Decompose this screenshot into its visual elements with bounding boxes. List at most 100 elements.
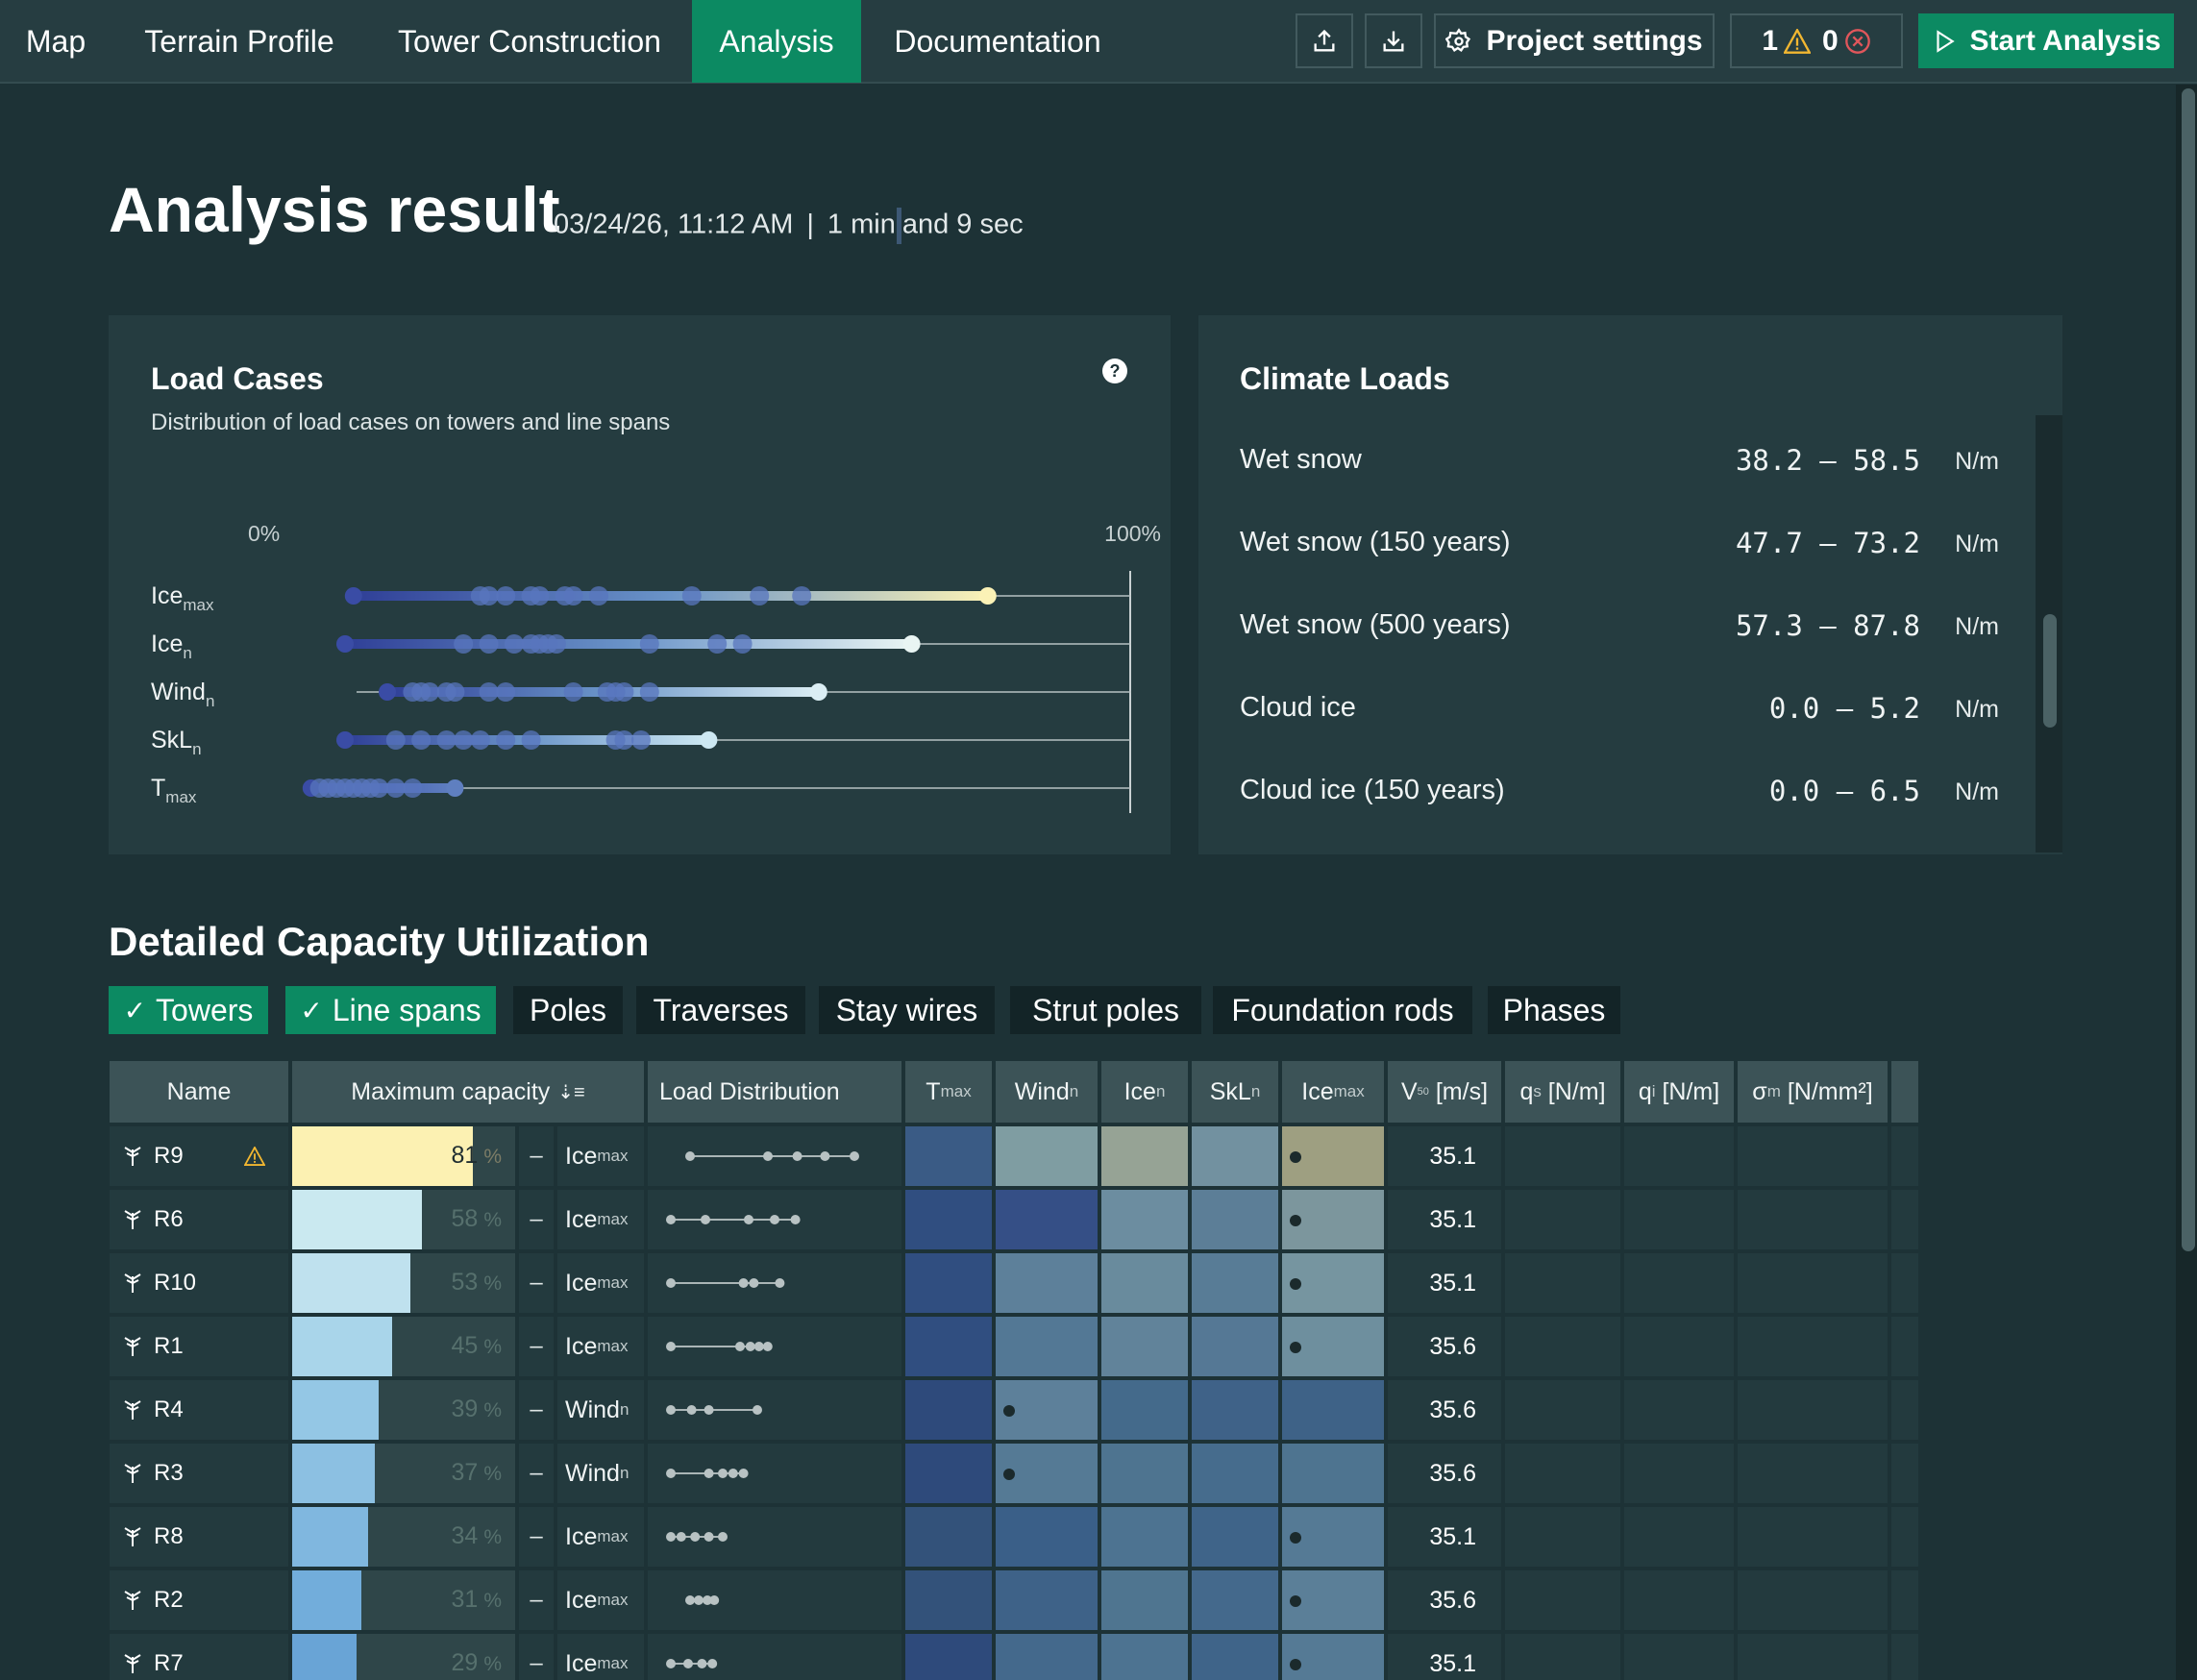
- name-cell[interactable]: R6: [110, 1190, 288, 1249]
- heat-cell-ice[interactable]: [1101, 1507, 1188, 1567]
- start-analysis-button[interactable]: Start Analysis: [1918, 13, 2174, 68]
- heat-cell-ice[interactable]: [1101, 1126, 1188, 1186]
- sort-descending-icon[interactable]: ⇣≡: [557, 1081, 585, 1103]
- series-point[interactable]: [344, 587, 362, 605]
- heat-cell-ice[interactable]: [1101, 1317, 1188, 1376]
- heat-cell-wind[interactable]: [996, 1317, 1098, 1376]
- load-distribution-cell[interactable]: [648, 1444, 901, 1503]
- heat-cell-icemax[interactable]: [1282, 1380, 1384, 1440]
- heat-cell-ice[interactable]: [1101, 1190, 1188, 1249]
- issues-indicator[interactable]: 1 0: [1730, 13, 1903, 68]
- table-row[interactable]: R10 53% – Ice max 35.1: [110, 1253, 1918, 1317]
- name-cell[interactable]: R2: [110, 1570, 288, 1630]
- series-point[interactable]: [403, 778, 423, 798]
- series-point[interactable]: [454, 730, 474, 750]
- heat-cell-wind[interactable]: [996, 1507, 1098, 1567]
- heat-cell-tmax[interactable]: [905, 1634, 992, 1680]
- filter-poles[interactable]: Poles: [513, 986, 623, 1034]
- heat-cell-skl[interactable]: [1192, 1190, 1278, 1249]
- series-point[interactable]: [411, 730, 432, 750]
- heat-cell-skl[interactable]: [1192, 1570, 1278, 1630]
- tab-documentation[interactable]: Documentation: [861, 0, 1134, 83]
- series-point[interactable]: [369, 778, 389, 798]
- series-point[interactable]: [530, 586, 550, 605]
- download-button[interactable]: [1365, 13, 1422, 68]
- series-point[interactable]: [792, 586, 812, 605]
- series-point[interactable]: [496, 586, 516, 605]
- name-cell[interactable]: R3: [110, 1444, 288, 1503]
- heat-cell-icemax[interactable]: [1282, 1190, 1384, 1249]
- series-point[interactable]: [639, 682, 659, 702]
- heat-cell-skl[interactable]: [1192, 1380, 1278, 1440]
- capacity-cell[interactable]: 39%: [292, 1380, 515, 1440]
- heat-cell-tmax[interactable]: [905, 1190, 992, 1249]
- name-cell[interactable]: R8: [110, 1507, 288, 1567]
- column-header-load-distribution[interactable]: Load Distribution: [648, 1061, 901, 1123]
- project-settings-button[interactable]: Project settings: [1434, 13, 1715, 68]
- series-point[interactable]: [547, 634, 566, 654]
- series-point[interactable]: [681, 586, 702, 605]
- table-row[interactable]: R8 34% – Ice max 35.1: [110, 1507, 1918, 1570]
- table-row[interactable]: R6 58% – Ice max 35.1: [110, 1190, 1918, 1253]
- load-distribution-cell[interactable]: [648, 1190, 901, 1249]
- load-distribution-cell[interactable]: [648, 1380, 901, 1440]
- heat-cell-tmax[interactable]: [905, 1570, 992, 1630]
- heat-cell-icemax[interactable]: [1282, 1570, 1384, 1630]
- capacity-cell[interactable]: 58%: [292, 1190, 515, 1249]
- heat-cell-ice[interactable]: [1101, 1444, 1188, 1503]
- series-point[interactable]: [496, 730, 516, 750]
- heat-cell-tmax[interactable]: [905, 1126, 992, 1186]
- column-header-wind[interactable]: Wind n: [996, 1061, 1098, 1123]
- series-point[interactable]: [631, 730, 651, 750]
- table-row[interactable]: R9 81% – Ice max 35.1: [110, 1126, 1918, 1190]
- series-point[interactable]: [750, 586, 770, 605]
- page-scrollbar-thumb[interactable]: [2182, 88, 2195, 1251]
- heat-cell-icemax[interactable]: [1282, 1634, 1384, 1680]
- series-point[interactable]: [589, 586, 608, 605]
- heat-cell-wind[interactable]: [996, 1570, 1098, 1630]
- series-point[interactable]: [521, 730, 541, 750]
- load-distribution-cell[interactable]: [648, 1634, 901, 1680]
- heat-cell-wind[interactable]: [996, 1380, 1098, 1440]
- heat-cell-ice[interactable]: [1101, 1634, 1188, 1680]
- series-point[interactable]: [479, 682, 499, 702]
- series-point[interactable]: [614, 682, 634, 702]
- heat-cell-wind[interactable]: [996, 1190, 1098, 1249]
- heat-cell-tmax[interactable]: [905, 1253, 992, 1313]
- heat-cell-skl[interactable]: [1192, 1253, 1278, 1313]
- heat-cell-icemax[interactable]: [1282, 1507, 1384, 1567]
- heat-cell-skl[interactable]: [1192, 1634, 1278, 1680]
- tab-tower-construction[interactable]: Tower Construction: [367, 0, 692, 83]
- heat-cell-tmax[interactable]: [905, 1444, 992, 1503]
- name-cell[interactable]: R9: [110, 1126, 288, 1186]
- series-point[interactable]: [336, 731, 354, 749]
- capacity-cell[interactable]: 37%: [292, 1444, 515, 1503]
- heat-cell-ice[interactable]: [1101, 1253, 1188, 1313]
- table-row[interactable]: R7 29% – Ice max 35.1: [110, 1634, 1918, 1680]
- series-point[interactable]: [639, 634, 659, 654]
- filter-phases[interactable]: Phases: [1488, 986, 1620, 1034]
- tab-analysis[interactable]: Analysis: [692, 0, 861, 83]
- capacity-cell[interactable]: 53%: [292, 1253, 515, 1313]
- heat-cell-skl[interactable]: [1192, 1507, 1278, 1567]
- heat-cell-icemax[interactable]: [1282, 1317, 1384, 1376]
- series-point[interactable]: [379, 683, 396, 701]
- series-point[interactable]: [445, 682, 465, 702]
- series-point[interactable]: [385, 730, 406, 750]
- capacity-cell[interactable]: 31%: [292, 1570, 515, 1630]
- series-point[interactable]: [420, 682, 439, 702]
- table-row[interactable]: R3 37% – Wind n 35.6: [110, 1444, 1918, 1507]
- heat-cell-ice[interactable]: [1101, 1380, 1188, 1440]
- load-distribution-cell[interactable]: [648, 1253, 901, 1313]
- column-header-name[interactable]: Name: [110, 1061, 288, 1123]
- series-point[interactable]: [809, 683, 827, 701]
- series-point[interactable]: [436, 730, 457, 750]
- series-point[interactable]: [496, 682, 516, 702]
- filter-foundation-rods[interactable]: Foundation rods: [1213, 986, 1472, 1034]
- table-row[interactable]: R1 45% – Ice max 35.6: [110, 1317, 1918, 1380]
- climate-scrollbar[interactable]: [2036, 415, 2062, 852]
- filter-line-spans[interactable]: ✓ Line spans: [285, 986, 496, 1034]
